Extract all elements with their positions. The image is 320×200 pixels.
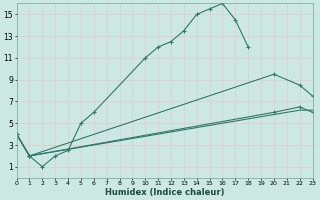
X-axis label: Humidex (Indice chaleur): Humidex (Indice chaleur)	[105, 188, 224, 197]
